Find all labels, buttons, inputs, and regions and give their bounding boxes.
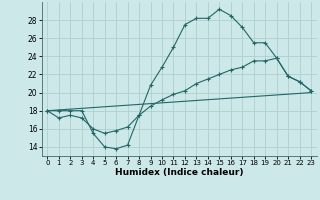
X-axis label: Humidex (Indice chaleur): Humidex (Indice chaleur) <box>115 168 244 177</box>
